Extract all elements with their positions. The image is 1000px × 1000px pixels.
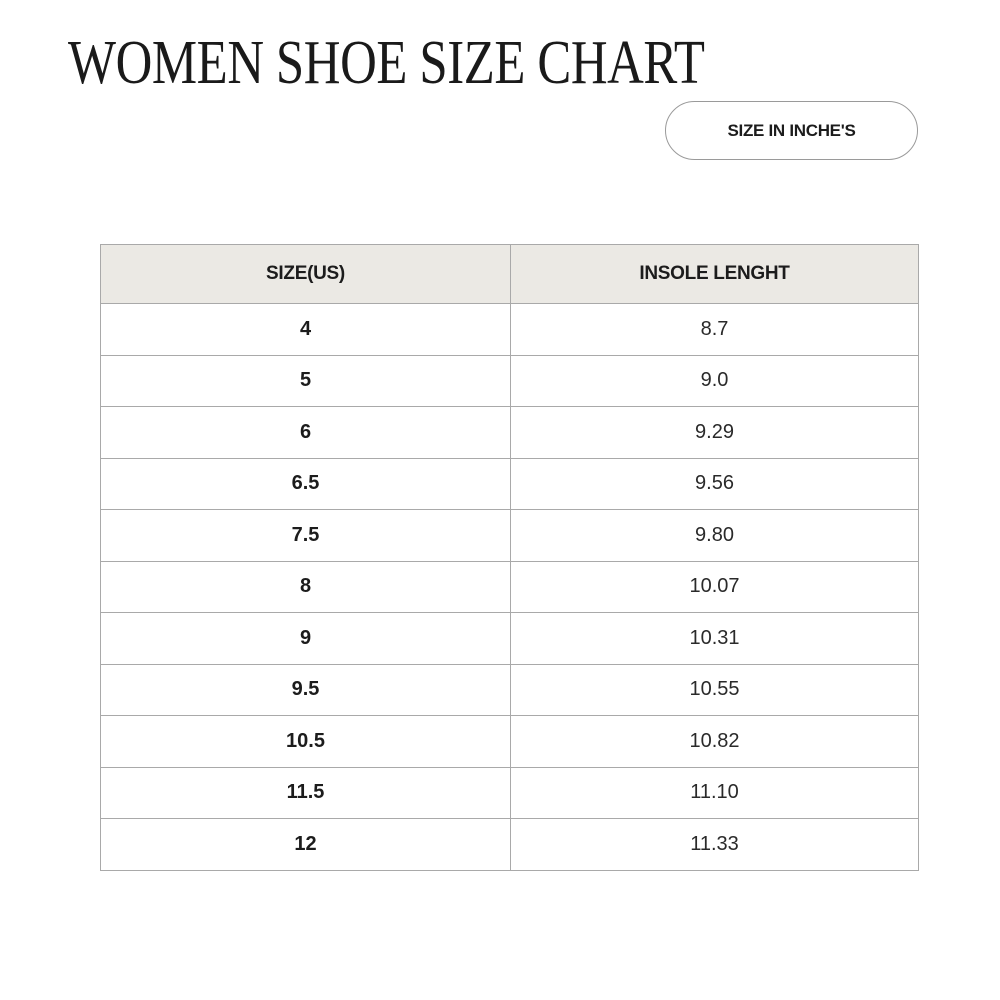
table-row: 9.5 10.55 <box>100 663 919 716</box>
size-cell: 12 <box>100 818 511 871</box>
size-cell: 4 <box>100 303 511 356</box>
table-row: 8 10.07 <box>100 560 919 613</box>
table-row: 6.5 9.56 <box>100 457 919 510</box>
table-row: 7.5 9.80 <box>100 509 919 562</box>
size-cell: 5 <box>100 354 511 407</box>
insole-length-cell: 9.56 <box>510 457 919 510</box>
table-row: 11.5 11.10 <box>100 766 919 819</box>
size-cell: 8 <box>100 560 511 613</box>
column-header-size: SIZE(US) <box>100 244 511 304</box>
insole-length-cell: 9.80 <box>510 509 919 562</box>
size-cell: 10.5 <box>100 715 511 768</box>
size-cell: 11.5 <box>100 766 511 819</box>
table-row: 10.5 10.82 <box>100 715 919 768</box>
page-title: WOMEN SHOE SIZE CHART <box>68 29 705 97</box>
table-row: 9 10.31 <box>100 612 919 665</box>
insole-length-cell: 10.31 <box>510 612 919 665</box>
insole-length-cell: 10.07 <box>510 560 919 613</box>
size-cell: 9.5 <box>100 663 511 716</box>
insole-length-cell: 9.29 <box>510 406 919 459</box>
size-cell: 7.5 <box>100 509 511 562</box>
table-row: 5 9.0 <box>100 354 919 407</box>
table-row: 4 8.7 <box>100 303 919 356</box>
size-chart-table: SIZE(US) INSOLE LENGHT 4 8.7 5 9.0 6 9.29 6.5 9… <box>100 244 919 871</box>
table-header-row: SIZE(US) INSOLE LENGHT <box>100 244 919 304</box>
insole-length-cell: 10.82 <box>510 715 919 768</box>
column-header-insole-length: INSOLE LENGHT <box>510 244 919 304</box>
size-cell: 6.5 <box>100 457 511 510</box>
insole-length-cell: 9.0 <box>510 354 919 407</box>
insole-length-cell: 8.7 <box>510 303 919 356</box>
size-cell: 9 <box>100 612 511 665</box>
size-cell: 6 <box>100 406 511 459</box>
insole-length-cell: 10.55 <box>510 663 919 716</box>
table-row: 12 11.33 <box>100 818 919 871</box>
insole-length-cell: 11.33 <box>510 818 919 871</box>
insole-length-cell: 11.10 <box>510 766 919 819</box>
size-in-inches-button[interactable]: SIZE IN INCHE'S <box>665 101 918 160</box>
table-row: 6 9.29 <box>100 406 919 459</box>
